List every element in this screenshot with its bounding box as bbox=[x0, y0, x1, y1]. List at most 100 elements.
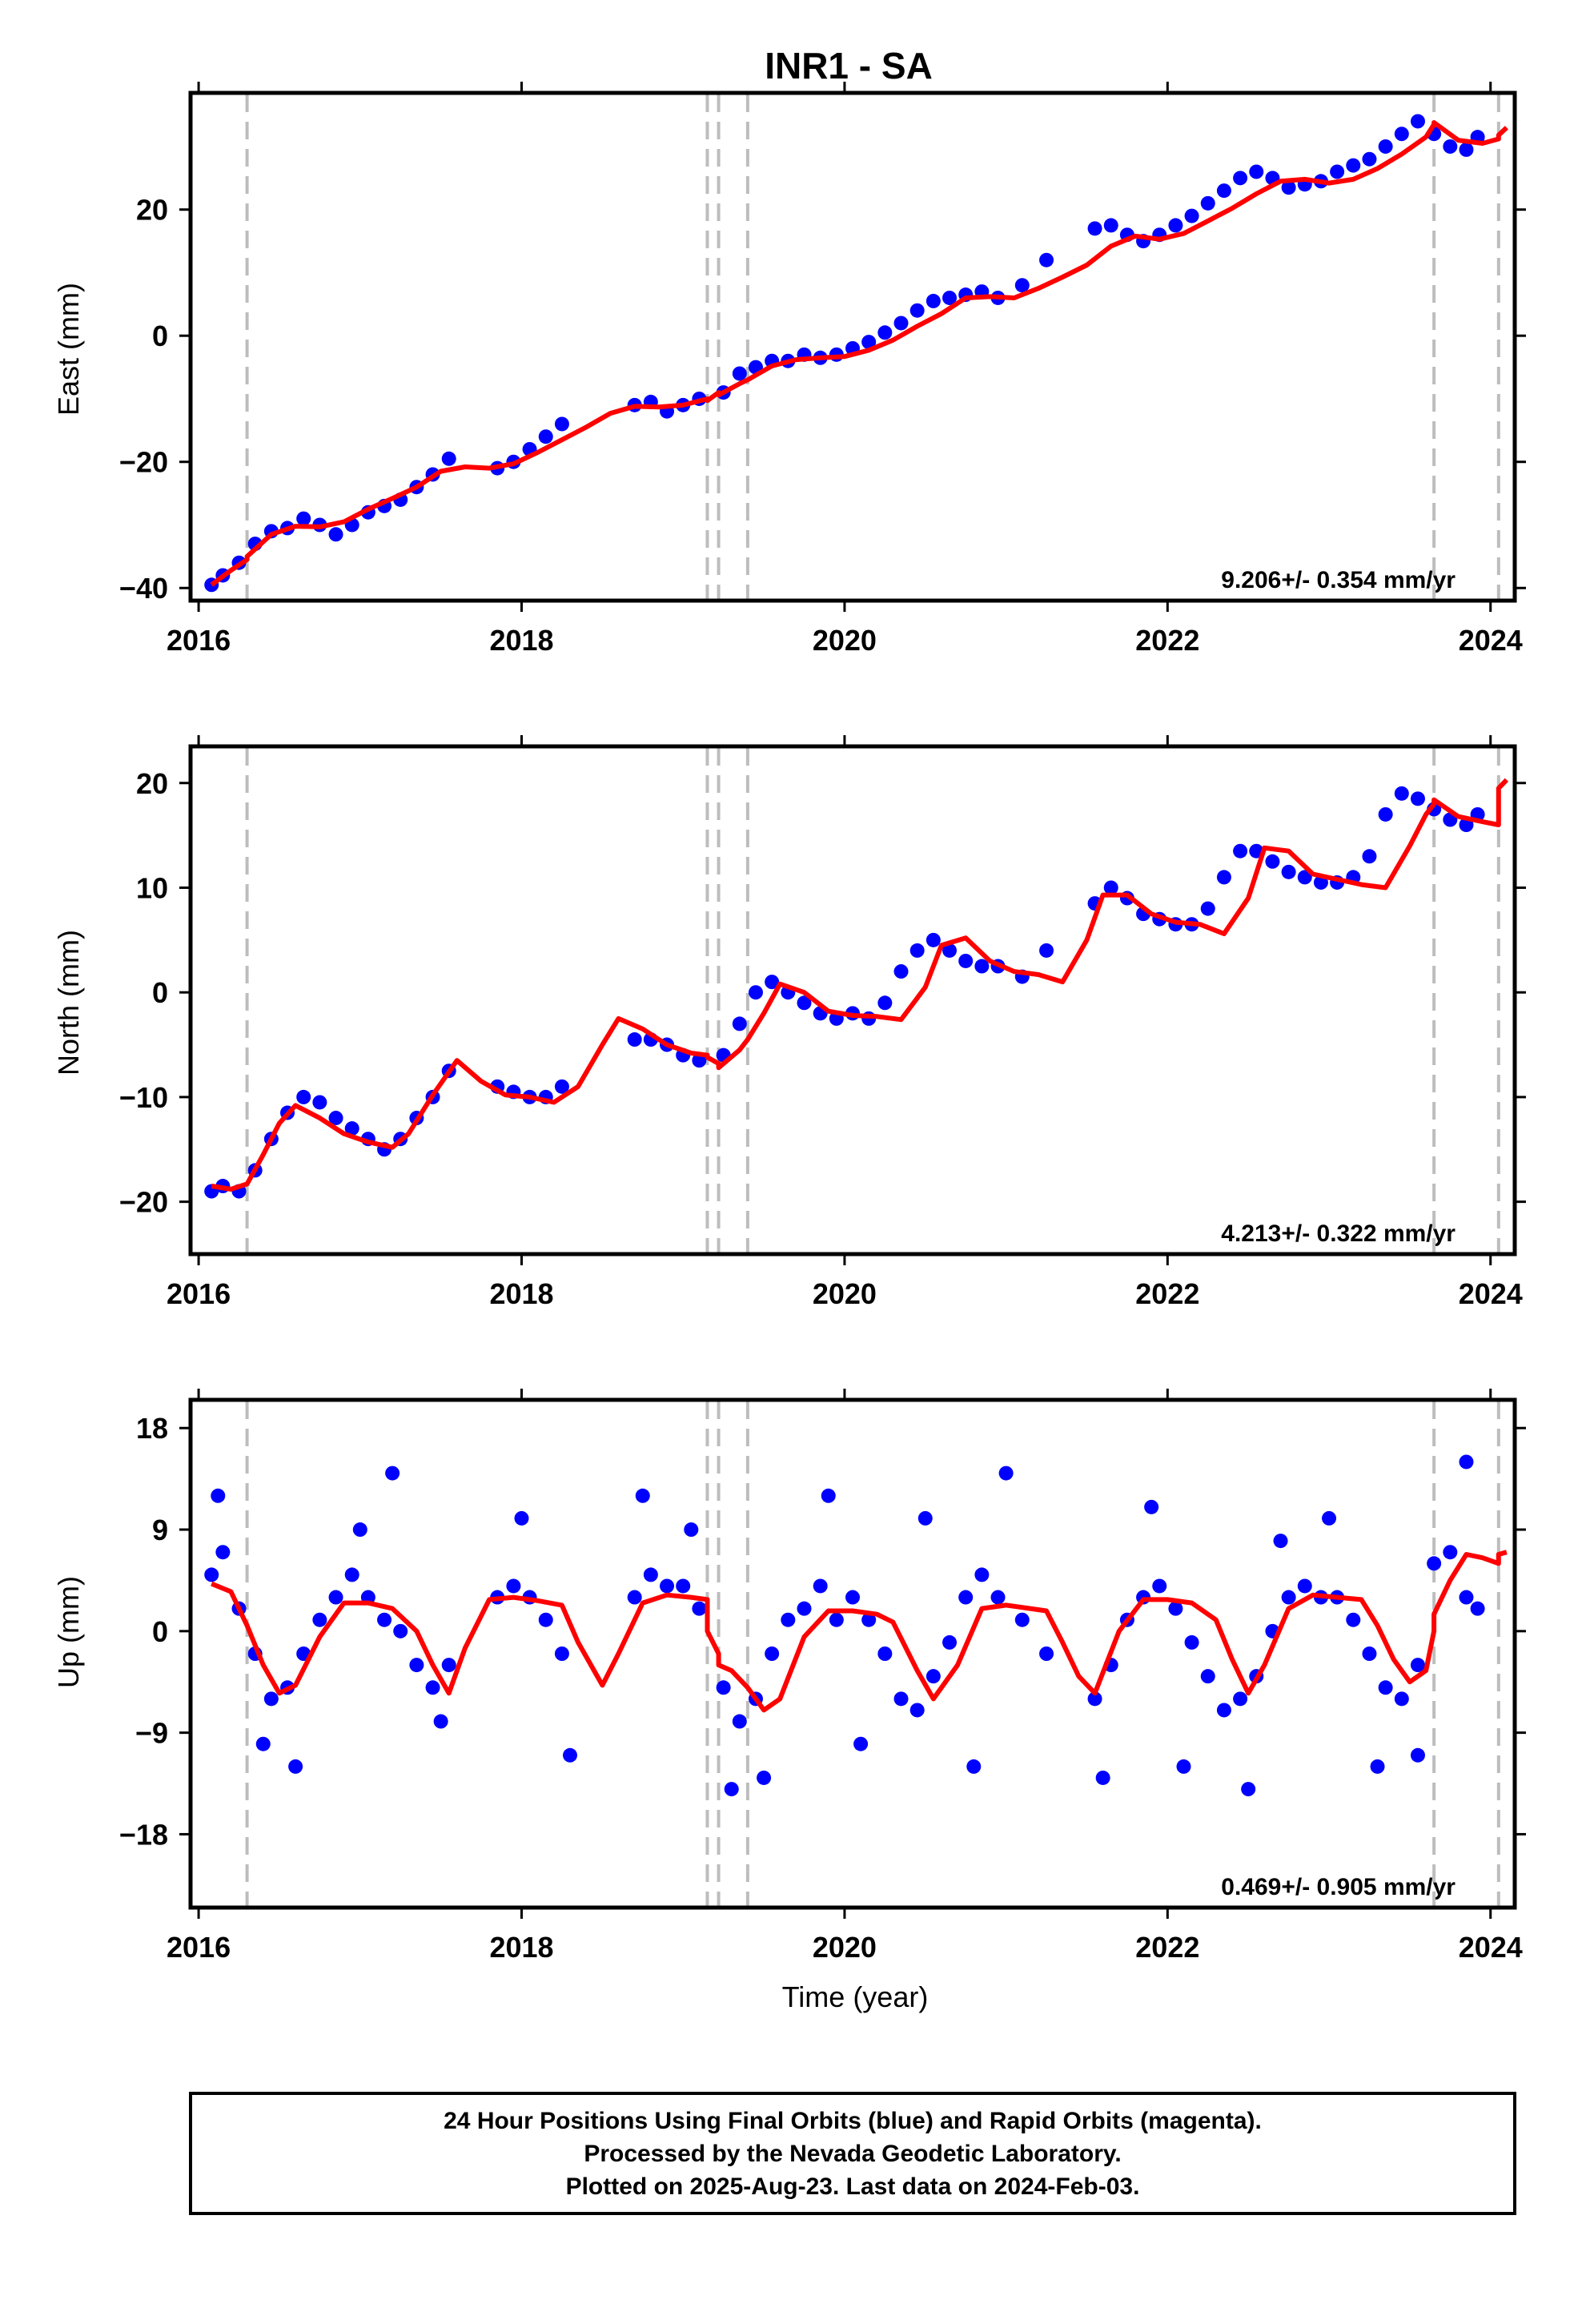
east-rate-label: 9.206+/- 0.354 mm/yr bbox=[1221, 567, 1456, 593]
up-data-point-69 bbox=[1459, 1590, 1474, 1605]
up-data-point-44 bbox=[1014, 1612, 1030, 1627]
north-data-point-20 bbox=[554, 1079, 569, 1094]
east-y-tick-label-1: −20 bbox=[119, 446, 168, 479]
caption-box: 24 Hour Positions Using Final Orbits (bl… bbox=[189, 2092, 1516, 2215]
east-data-point-35 bbox=[861, 335, 877, 350]
up-data-point-30 bbox=[781, 1612, 796, 1627]
north-data-point-63 bbox=[1362, 849, 1377, 864]
up-data-point-64 bbox=[1378, 1680, 1393, 1695]
up-data-point-22 bbox=[643, 1567, 658, 1582]
up-data-point-84 bbox=[853, 1736, 869, 1751]
up-data-point-88 bbox=[1095, 1770, 1110, 1785]
up-data-point-77 bbox=[514, 1510, 529, 1526]
up-y-tick-label-1: −9 bbox=[135, 1717, 168, 1750]
up-data-point-8 bbox=[328, 1590, 343, 1605]
up-data-point-4 bbox=[263, 1691, 279, 1707]
up-data-point-38 bbox=[909, 1703, 925, 1718]
north-data-point-65 bbox=[1394, 786, 1409, 801]
east-data-point-44 bbox=[1014, 278, 1030, 293]
east-data-point-39 bbox=[926, 293, 941, 308]
east-data-point-54 bbox=[1216, 183, 1231, 199]
east-data-point-69 bbox=[1459, 142, 1474, 157]
up-data-point-83 bbox=[821, 1488, 836, 1503]
east-y-tick-label-2: 0 bbox=[152, 320, 168, 352]
east-data-point-65 bbox=[1394, 127, 1409, 142]
up-data-point-67 bbox=[1427, 1556, 1442, 1571]
up-data-point-62 bbox=[1346, 1612, 1361, 1627]
east-data-point-62 bbox=[1346, 158, 1361, 173]
east-panel: East (mm) 9.206+/- 0.354 mm/yr 2016 2018 2… bbox=[52, 82, 1526, 657]
east-data-point-46 bbox=[1087, 221, 1102, 236]
north-data-point-57 bbox=[1265, 854, 1280, 869]
east-x-tick-label-1: 2018 bbox=[489, 624, 553, 657]
up-data-point-54 bbox=[1216, 1703, 1231, 1718]
east-plot-frame bbox=[188, 90, 1517, 603]
up-data-point-32 bbox=[813, 1578, 828, 1594]
east-data-point-36 bbox=[877, 325, 893, 340]
up-data-point-75 bbox=[385, 1466, 400, 1481]
up-x-tick-label-1: 2018 bbox=[489, 1931, 553, 1964]
north-data-point-9 bbox=[344, 1121, 359, 1136]
north-data-point-36 bbox=[877, 995, 893, 1011]
north-data-point-8 bbox=[328, 1111, 343, 1126]
caption-line-3: Plotted on 2025-Aug-23. Last data on 202… bbox=[566, 2173, 1140, 2200]
east-data-point-27 bbox=[732, 366, 747, 381]
up-x-tick-label-0: 2016 bbox=[167, 1931, 231, 1964]
caption-line-2: Processed by the Nevada Geodetic Laborat… bbox=[584, 2141, 1121, 2167]
up-data-point-14 bbox=[425, 1680, 440, 1695]
up-panel: Up (mm) 0.469+/- 0.905 mm/yr Time (year)… bbox=[52, 1389, 1526, 2013]
up-data-point-58 bbox=[1281, 1590, 1296, 1605]
north-data-point-41 bbox=[958, 953, 974, 968]
up-data-point-24 bbox=[676, 1578, 691, 1594]
east-data-point-51 bbox=[1168, 218, 1183, 233]
up-data-point-34 bbox=[845, 1590, 860, 1605]
east-x-tick-label-0: 2016 bbox=[167, 624, 231, 657]
north-model-line bbox=[211, 778, 1509, 1192]
up-data-point-53 bbox=[1200, 1669, 1215, 1684]
up-data-point-23 bbox=[660, 1578, 675, 1594]
x-axis-label: Time (year) bbox=[782, 1980, 929, 2013]
up-data-point-41 bbox=[958, 1590, 974, 1605]
up-data-point-45 bbox=[1039, 1647, 1054, 1661]
up-data-point-25 bbox=[692, 1601, 707, 1616]
up-data-point-11 bbox=[377, 1612, 392, 1627]
north-y-tick-label-4: 20 bbox=[136, 767, 168, 800]
east-data-point-53 bbox=[1200, 195, 1215, 211]
up-data-point-87 bbox=[998, 1466, 1014, 1481]
up-data-point-85 bbox=[917, 1510, 933, 1526]
up-model-line bbox=[211, 1550, 1508, 1713]
east-data-point-58 bbox=[1281, 180, 1296, 195]
east-data-layer bbox=[204, 114, 1508, 593]
up-data-point-39 bbox=[926, 1669, 941, 1684]
east-y-axis-label: East (mm) bbox=[52, 283, 85, 416]
east-data-point-61 bbox=[1330, 164, 1345, 179]
north-y-tick-label-3: 10 bbox=[136, 871, 168, 904]
east-data-point-68 bbox=[1443, 139, 1458, 154]
up-data-point-17 bbox=[506, 1578, 521, 1594]
north-data-point-28 bbox=[748, 985, 763, 1000]
up-data-point-71 bbox=[211, 1488, 226, 1503]
up-data-point-46 bbox=[1087, 1691, 1102, 1707]
north-data-point-38 bbox=[909, 943, 925, 958]
north-plot-frame bbox=[188, 744, 1517, 1256]
north-y-axis-label: North (mm) bbox=[52, 930, 85, 1076]
north-data-point-37 bbox=[893, 964, 909, 979]
up-data-point-26 bbox=[716, 1680, 731, 1695]
up-x-tick-label-2: 2020 bbox=[813, 1931, 877, 1964]
up-data-point-12 bbox=[393, 1623, 408, 1638]
east-data-point-64 bbox=[1378, 139, 1393, 154]
up-data-point-72 bbox=[255, 1736, 271, 1751]
east-model-line bbox=[210, 120, 1508, 587]
up-data-point-70 bbox=[1470, 1601, 1485, 1616]
up-data-point-81 bbox=[724, 1782, 739, 1797]
north-data-point-29 bbox=[765, 975, 780, 990]
up-data-point-43 bbox=[990, 1590, 1006, 1605]
figure-title: INR1 - SA bbox=[765, 45, 933, 86]
north-x-tick-label-1: 2018 bbox=[489, 1277, 553, 1310]
up-y-tick-label-2: 0 bbox=[152, 1615, 168, 1648]
up-data-point-63 bbox=[1362, 1647, 1377, 1661]
north-panel: North (mm) 4.213+/- 0.322 mm/yr 2016 2018… bbox=[52, 735, 1526, 1310]
east-x-tick-label-4: 2024 bbox=[1459, 624, 1523, 657]
up-data-point-55 bbox=[1233, 1691, 1248, 1707]
